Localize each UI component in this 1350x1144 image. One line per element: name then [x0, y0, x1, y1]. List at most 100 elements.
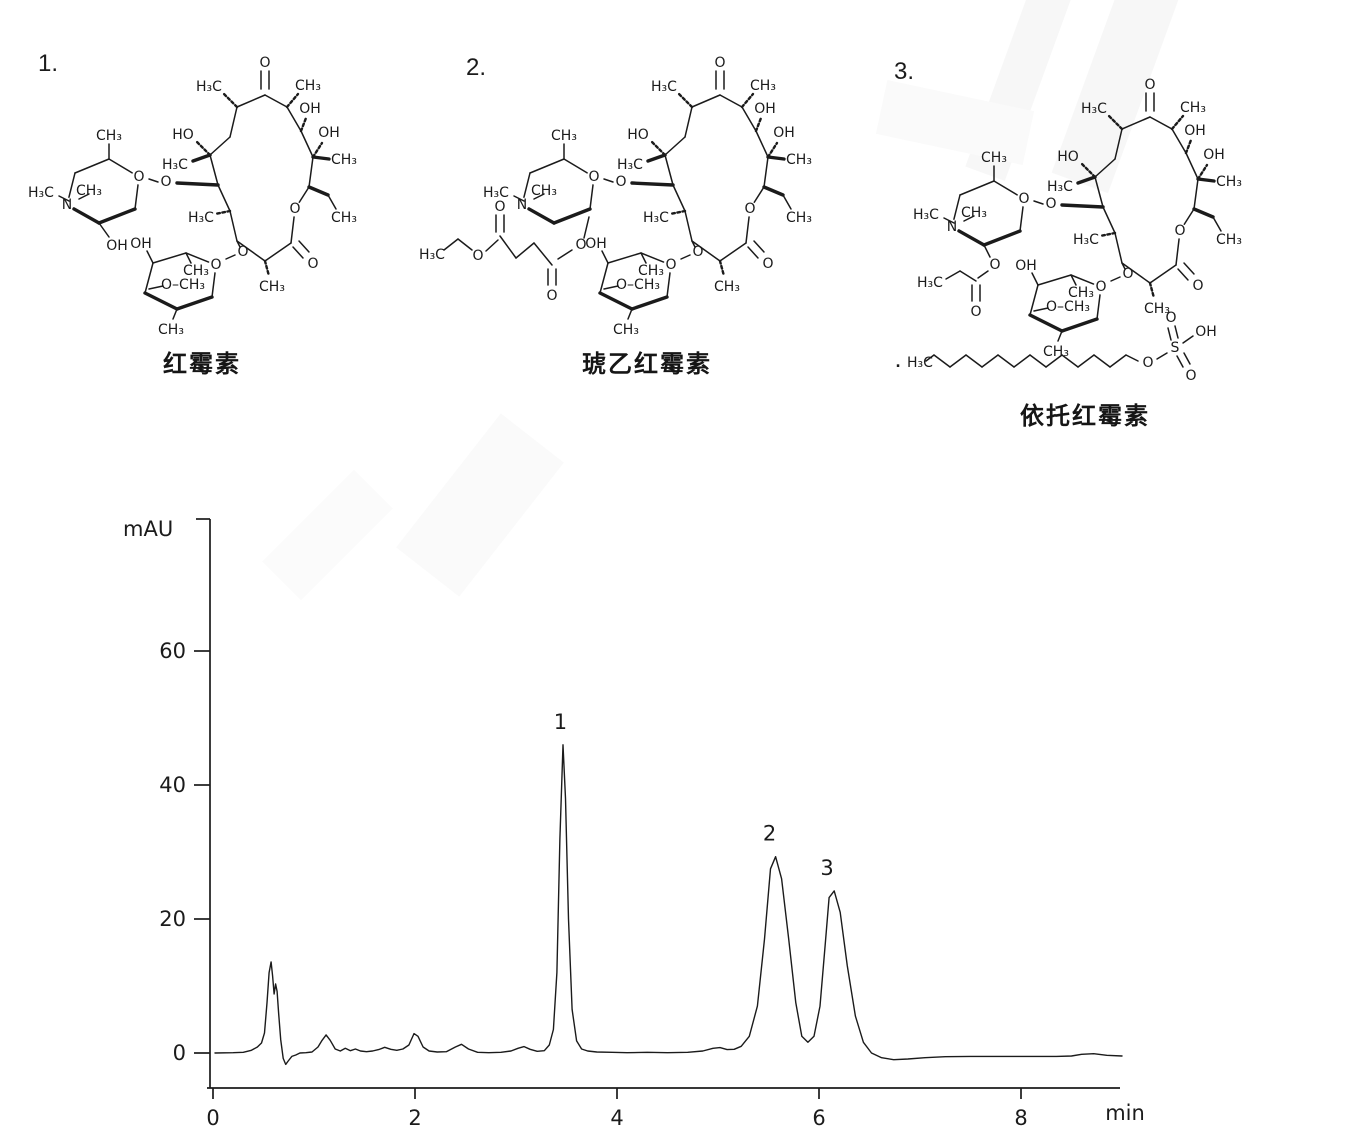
- bond: [229, 106, 238, 138]
- bond: [680, 254, 691, 260]
- bond: [965, 354, 983, 368]
- bond: [981, 354, 999, 368]
- bond: [1149, 264, 1177, 284]
- bond: [148, 285, 164, 290]
- bond: [740, 92, 755, 109]
- o-atom-label: O: [970, 304, 981, 320]
- bond: [1171, 128, 1187, 154]
- bond: [523, 172, 531, 198]
- s-atom-label: S: [1171, 340, 1180, 356]
- bond: [1114, 232, 1123, 264]
- bond: [1019, 206, 1024, 232]
- bond: [943, 217, 955, 224]
- bond: [589, 184, 594, 210]
- bond: [172, 308, 178, 320]
- o-atom-label: O: [210, 257, 221, 273]
- bond: [1167, 327, 1172, 341]
- h3c-atom-label: H₃C: [643, 210, 669, 226]
- h3c-atom-label: H₃C: [917, 275, 943, 291]
- bond: [1148, 281, 1156, 300]
- o-atom-label: O: [472, 248, 483, 264]
- bond: [1156, 352, 1168, 360]
- bond: [1093, 354, 1111, 368]
- bond: [1033, 307, 1049, 312]
- h3c-atom-label: H₃C: [651, 79, 677, 95]
- bond: [1045, 354, 1063, 368]
- bond: [1121, 262, 1126, 270]
- bond: [741, 106, 757, 132]
- bond: [307, 185, 330, 197]
- bond: [264, 94, 288, 108]
- o-atom-label: O: [546, 288, 557, 304]
- o-atom-label: O: [1165, 310, 1176, 326]
- bond: [191, 153, 212, 163]
- bond: [664, 154, 674, 186]
- bond: [1196, 177, 1216, 183]
- bond: [598, 291, 634, 311]
- bond: [603, 178, 614, 183]
- bond: [691, 240, 721, 262]
- bond: [299, 116, 308, 133]
- bond: [1121, 262, 1151, 284]
- bond: [691, 94, 721, 108]
- bond: [195, 140, 212, 157]
- n-atom-label: N: [517, 197, 527, 213]
- bond: [607, 252, 642, 264]
- bond: [672, 184, 686, 212]
- bond: [108, 158, 133, 174]
- ch3-atom-label: CH₃: [613, 322, 639, 338]
- bond: [557, 249, 573, 260]
- structure-1-number: 1.: [38, 50, 59, 77]
- compound-name-erythromycin: 红霉素: [163, 350, 241, 378]
- bond: [1070, 274, 1077, 286]
- o-atom-label: O: [307, 256, 318, 272]
- bond: [677, 92, 694, 109]
- bond: [527, 207, 556, 225]
- bond: [1193, 178, 1199, 210]
- h3c-atom-label: H₃C: [913, 207, 939, 223]
- ho-atom-label: HO: [627, 127, 649, 143]
- bond: [211, 272, 216, 298]
- bond: [684, 106, 693, 138]
- ch3-atom-label: CH₃: [786, 152, 812, 168]
- bond: [144, 262, 154, 294]
- bond: [229, 210, 238, 242]
- ch3-atom-label: CH₃: [531, 183, 557, 199]
- ch3-atom-label: CH₃: [1216, 232, 1242, 248]
- bond: [209, 154, 219, 186]
- bond: [753, 240, 765, 253]
- o-atom-label: O: [259, 55, 270, 71]
- bond: [1174, 325, 1179, 339]
- o-atom-label: O: [237, 244, 248, 260]
- ch3-atom-label: CH₃: [158, 322, 184, 338]
- o-atom-label: O: [160, 174, 171, 190]
- bond: [298, 240, 310, 253]
- bond: [640, 252, 647, 264]
- bond: [1013, 354, 1031, 368]
- compound-name-estolate: 依托红霉素: [1020, 402, 1150, 430]
- h3c-atom-label: H₃C: [1073, 232, 1099, 248]
- o-atom-label: O: [1185, 368, 1196, 384]
- h3c-atom-label: H₃C: [483, 185, 509, 201]
- bond: [754, 116, 763, 133]
- bond: [1076, 175, 1097, 185]
- bond: [959, 270, 977, 282]
- x-axis-unit-label: min: [1105, 1101, 1145, 1125]
- bond: [957, 229, 986, 247]
- bond: [78, 193, 90, 200]
- bond: [1183, 352, 1191, 365]
- bond: [552, 207, 592, 225]
- bond: [963, 215, 975, 222]
- bond: [755, 130, 769, 158]
- bond: [146, 250, 154, 264]
- bond: [666, 272, 671, 298]
- och3-atom-label: O–CH₃: [616, 277, 660, 293]
- bond: [762, 185, 785, 197]
- bond: [533, 242, 553, 266]
- bond: [933, 354, 951, 368]
- bond: [298, 186, 310, 204]
- bond: [1107, 114, 1124, 131]
- bond: [691, 240, 696, 248]
- bond: [264, 242, 292, 262]
